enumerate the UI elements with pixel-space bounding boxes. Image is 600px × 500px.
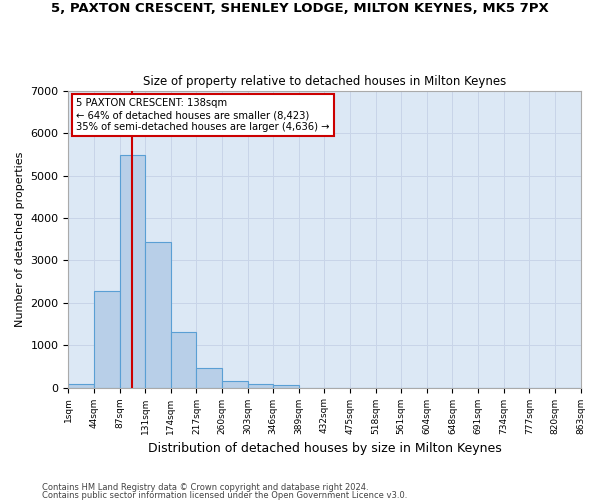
Bar — [68, 384, 94, 388]
Bar — [94, 291, 119, 388]
Bar — [273, 385, 299, 388]
Bar — [248, 384, 273, 388]
Y-axis label: Number of detached properties: Number of detached properties — [15, 152, 25, 327]
Text: 5 PAXTON CRESCENT: 138sqm
← 64% of detached houses are smaller (8,423)
35% of se: 5 PAXTON CRESCENT: 138sqm ← 64% of detac… — [76, 98, 329, 132]
Bar — [145, 242, 171, 388]
Bar — [119, 156, 145, 388]
Bar — [222, 380, 248, 388]
Bar — [196, 368, 222, 388]
X-axis label: Distribution of detached houses by size in Milton Keynes: Distribution of detached houses by size … — [148, 442, 502, 455]
Title: Size of property relative to detached houses in Milton Keynes: Size of property relative to detached ho… — [143, 76, 506, 88]
Text: 5, PAXTON CRESCENT, SHENLEY LODGE, MILTON KEYNES, MK5 7PX: 5, PAXTON CRESCENT, SHENLEY LODGE, MILTO… — [51, 2, 549, 16]
Text: Contains HM Land Registry data © Crown copyright and database right 2024.: Contains HM Land Registry data © Crown c… — [42, 484, 368, 492]
Text: Contains public sector information licensed under the Open Government Licence v3: Contains public sector information licen… — [42, 490, 407, 500]
Bar — [171, 332, 196, 388]
